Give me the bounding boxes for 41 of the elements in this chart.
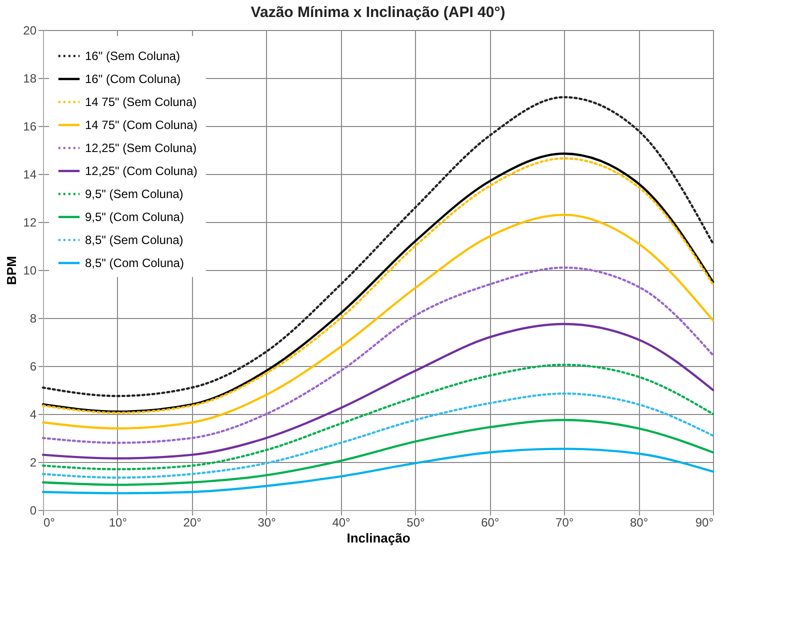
legend-label: 12,25" (Com Coluna) <box>85 164 198 178</box>
line-series <box>42 364 714 470</box>
line-series <box>42 322 714 460</box>
x-tick-label: 50° <box>406 516 425 530</box>
legend-label: 14 75" (Com Coluna) <box>85 118 198 132</box>
legend-label: 16" (Com Coluna) <box>85 72 181 86</box>
y-tick-label: 2 <box>30 456 37 470</box>
legend-label: 9,5" (Com Coluna) <box>85 210 184 224</box>
x-tick-label: 0° <box>44 516 56 530</box>
y-tick-label: 10 <box>23 264 37 278</box>
y-tick-label: 20 <box>23 24 37 38</box>
x-axis-title: Inclinação <box>346 530 410 546</box>
x-tick-label: 70° <box>556 516 574 530</box>
x-tick-label: 30° <box>258 516 276 530</box>
y-tick-label: 18 <box>23 72 37 86</box>
line-series <box>42 418 714 486</box>
line-series <box>42 448 714 494</box>
x-tick-label: 10° <box>108 516 128 530</box>
y-tick-label: 6 <box>30 360 37 374</box>
legend-label: 14 75" (Sem Coluna) <box>85 95 197 109</box>
y-tick-label: 0 <box>30 504 37 518</box>
x-tick-label: 40° <box>332 516 351 530</box>
y-tick-label: 12 <box>23 216 37 230</box>
line-series <box>42 96 714 398</box>
line-series <box>42 214 714 430</box>
y-tick-label: 14 <box>23 168 37 182</box>
y-tick-label: 8 <box>30 312 37 326</box>
x-tick-label: 80° <box>630 516 648 530</box>
x-tick-label: 90° <box>695 516 714 530</box>
chart-title: Vazão Mínima x Inclinação (API 40°) <box>250 4 506 21</box>
legend-label: 8,5" (Sem Coluna) <box>85 233 184 247</box>
y-axis-title: BPM <box>4 256 20 285</box>
x-tick-label: 60° <box>481 516 500 530</box>
legend-label: 9,5" (Sem Coluna) <box>85 187 184 201</box>
line-series <box>42 392 714 479</box>
legend-label: 16" (Sem Coluna) <box>85 49 180 63</box>
legend-label: 8,5" (Com Coluna) <box>85 256 184 270</box>
y-tick-label: 4 <box>30 408 37 422</box>
legend-label: 12,25" (Sem Coluna) <box>85 141 197 155</box>
x-tick-label: 20° <box>183 516 202 530</box>
y-tick-label: 16 <box>23 120 37 134</box>
